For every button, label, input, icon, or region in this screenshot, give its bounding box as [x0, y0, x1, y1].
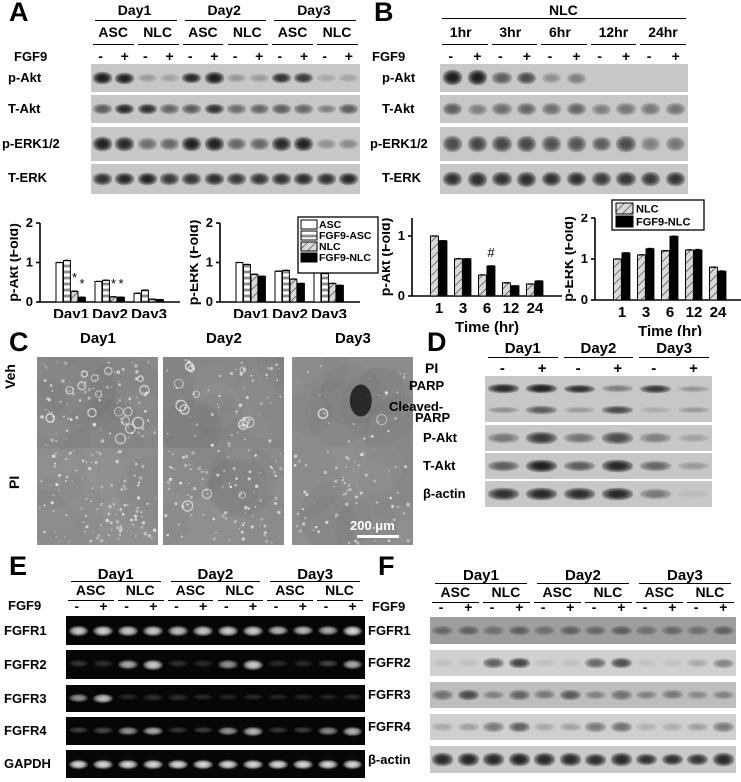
svg-text:6: 6	[483, 300, 491, 317]
svg-text:1: 1	[398, 228, 405, 243]
svg-text:12: 12	[686, 304, 703, 321]
svg-text:6: 6	[666, 304, 674, 321]
svg-text:1: 1	[618, 304, 626, 321]
svg-text:1: 1	[435, 300, 443, 317]
svg-text:3: 3	[642, 304, 650, 321]
svg-text:p-Akt (Fold): p-Akt (Fold)	[382, 218, 393, 297]
svg-text:#: #	[487, 245, 495, 260]
svg-text:12: 12	[503, 300, 520, 317]
svg-text:0: 0	[398, 288, 405, 303]
svg-text:0: 0	[581, 292, 588, 307]
svg-text:2: 2	[581, 214, 588, 225]
svg-text:1: 1	[581, 251, 588, 266]
svg-text:24: 24	[527, 300, 544, 317]
svg-text:p-ERK (Fold): p-ERK (Fold)	[565, 216, 576, 302]
svg-text:NLC: NLC	[636, 204, 659, 216]
svg-text:FGF9-NLC: FGF9-NLC	[636, 217, 690, 229]
svg-text:3: 3	[459, 300, 467, 317]
svg-text:24: 24	[710, 304, 727, 321]
